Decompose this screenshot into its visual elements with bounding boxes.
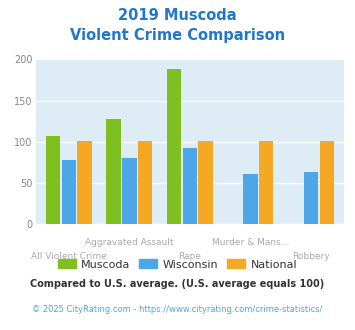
Bar [77,141,92,224]
Text: Robbery: Robbery [292,252,330,261]
Text: Compared to U.S. average. (U.S. average equals 100): Compared to U.S. average. (U.S. average … [31,279,324,289]
Legend: Muscoda, Wisconsin, National: Muscoda, Wisconsin, National [53,255,302,274]
Text: Murder & Mans...: Murder & Mans... [212,238,289,247]
Bar [183,148,197,224]
Text: © 2025 CityRating.com - https://www.cityrating.com/crime-statistics/: © 2025 CityRating.com - https://www.city… [32,305,323,314]
Text: All Violent Crime: All Violent Crime [31,252,107,261]
Text: Aggravated Assault: Aggravated Assault [85,238,174,247]
Bar [320,141,334,224]
Bar [61,160,76,224]
Text: 2019 Muscoda: 2019 Muscoda [118,8,237,23]
Bar [198,141,213,224]
Bar [122,157,137,224]
Text: Rape: Rape [179,252,201,261]
Bar [106,119,121,224]
Bar [167,69,181,224]
Bar [46,136,60,224]
Bar [243,174,258,224]
Bar [259,141,273,224]
Bar [138,141,152,224]
Text: Violent Crime Comparison: Violent Crime Comparison [70,28,285,43]
Bar [304,172,318,224]
